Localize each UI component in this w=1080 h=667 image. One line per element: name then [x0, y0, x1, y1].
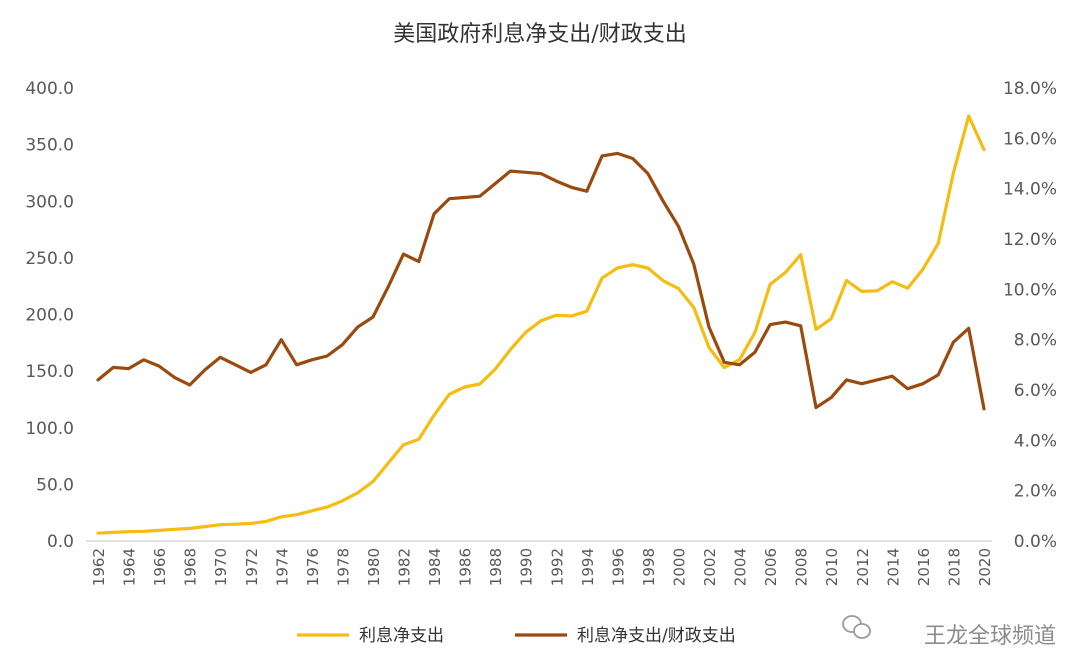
x-tick-label: 1978 [334, 548, 352, 586]
x-tick-label: 2012 [854, 548, 872, 586]
y-left-tick-label: 100.0 [25, 419, 74, 439]
y-axis-left: 0.0 50.0 100.0 150.0 200.0 250.0 300.0 350.0 400… [25, 79, 74, 552]
x-tick-label: 1982 [396, 548, 414, 586]
y-right-tick-label: 12.0% [1003, 230, 1057, 250]
y-right-tick-label: 18.0% [1003, 79, 1057, 99]
y-right-tick-label: 14.0% [1003, 180, 1057, 200]
x-tick-label: 1968 [182, 548, 200, 586]
x-tick-label: 1970 [212, 548, 230, 586]
x-tick-label: 2020 [976, 548, 994, 586]
x-tick-label: 2018 [945, 548, 963, 586]
x-tick-label: 2008 [793, 548, 811, 586]
x-axis: 1962 1964 1966 1968 1970 1972 1974 1976 1978 1980… [90, 548, 994, 586]
legend-label-1: 利息净支出 [359, 626, 444, 646]
series-line-1 [96, 114, 986, 535]
x-tick-label: 1980 [365, 548, 383, 586]
y-left-tick-label: 250.0 [25, 249, 74, 269]
y-left-tick-label: 0.0 [47, 532, 74, 552]
x-tick-label: 2010 [823, 548, 841, 586]
x-tick-label: 1992 [548, 548, 566, 586]
x-tick-label: 1964 [121, 548, 139, 586]
y-axis-right: 0.0% 2.0% 4.0% 6.0% 8.0% 10.0% 12.0% 14.0% 16.0%… [1003, 79, 1057, 552]
watermark: 王龙全球频道 [842, 615, 1056, 649]
y-right-tick-label: 10.0% [1003, 280, 1057, 300]
x-tick-label: 1996 [609, 548, 627, 586]
x-tick-label: 1986 [457, 548, 475, 586]
y-left-tick-label: 50.0 [36, 475, 74, 495]
chart-title: 美国政府利息净支出/财政支出 [393, 22, 686, 47]
x-tick-label: 1972 [243, 548, 261, 586]
x-tick-label: 1998 [640, 548, 658, 586]
x-tick-label: 2014 [884, 548, 902, 586]
y-right-tick-label: 6.0% [1014, 381, 1057, 401]
y-right-tick-label: 8.0% [1014, 331, 1057, 351]
y-left-tick-label: 300.0 [25, 192, 74, 212]
plot-area [96, 114, 986, 535]
y-right-tick-label: 16.0% [1003, 129, 1057, 149]
x-tick-label: 1994 [579, 548, 597, 586]
watermark-text: 王龙全球频道 [924, 624, 1056, 649]
y-left-tick-label: 200.0 [25, 306, 74, 326]
x-tick-label: 2016 [915, 548, 933, 586]
series-line-2 [96, 151, 986, 411]
x-tick-label: 2006 [762, 548, 780, 586]
y-right-tick-label: 2.0% [1014, 482, 1057, 502]
wechat-logo [842, 615, 871, 639]
x-tick-label: 1966 [151, 548, 169, 586]
y-left-tick-label: 400.0 [25, 79, 74, 99]
x-tick-label: 1974 [273, 548, 291, 586]
legend: 利息净支出 利息净支出/财政支出 [297, 626, 736, 646]
y-right-tick-label: 4.0% [1014, 431, 1057, 451]
x-tick-label: 1988 [487, 548, 505, 586]
x-tick-label: 1990 [518, 548, 536, 586]
x-tick-label: 2002 [701, 548, 719, 586]
y-right-tick-label: 0.0% [1014, 532, 1057, 552]
x-tick-label: 2004 [732, 548, 750, 586]
x-tick-label: 2000 [670, 548, 688, 586]
y-left-tick-label: 150.0 [25, 362, 74, 382]
x-tick-label: 1962 [90, 548, 108, 586]
x-tick-label: 1976 [304, 548, 322, 586]
x-tick-label: 1984 [426, 548, 444, 586]
legend-label-2: 利息净支出/财政支出 [577, 626, 736, 646]
y-left-tick-label: 350.0 [25, 136, 74, 156]
